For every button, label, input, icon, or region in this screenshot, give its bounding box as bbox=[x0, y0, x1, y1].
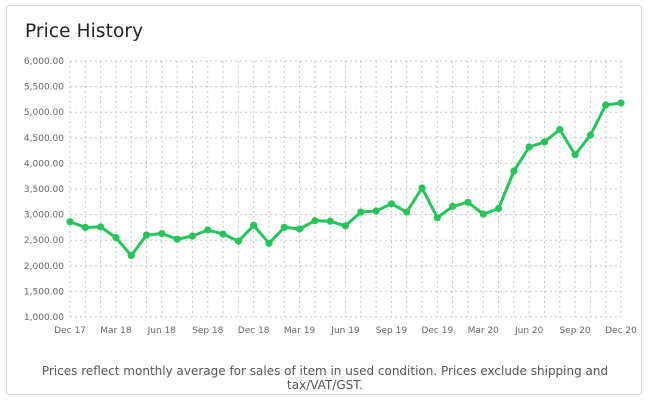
price-data-point bbox=[494, 204, 503, 213]
price-data-point bbox=[188, 232, 197, 240]
x-tick-label: Mar 19 bbox=[284, 326, 316, 336]
price-data-point bbox=[142, 231, 151, 239]
price-data-point bbox=[403, 208, 411, 216]
price-data-point bbox=[372, 207, 380, 215]
price-history-chart: 6,000.00 5,500.00 5,000.00 4,500.00 4,000.00… bbox=[24, 57, 637, 336]
x-tick-label: Jun 20 bbox=[514, 326, 544, 336]
price-data-point bbox=[418, 184, 426, 192]
price-data-point bbox=[295, 225, 304, 233]
y-tick-label: 4,500.00 bbox=[24, 134, 64, 144]
price-data-point bbox=[127, 251, 135, 260]
price-data-point bbox=[311, 217, 319, 225]
x-tick-label: Dec 20 bbox=[605, 326, 637, 336]
price-data-point bbox=[81, 223, 89, 231]
price-data-point bbox=[250, 221, 258, 229]
price-data-point bbox=[341, 222, 350, 230]
price-history-card: Price History 6,000.00 5,500.00 5,000.00 4,… bbox=[6, 5, 642, 395]
x-tick-label: Sep 18 bbox=[192, 326, 224, 336]
chart-title: Price History bbox=[25, 21, 144, 42]
price-data-point bbox=[158, 229, 166, 238]
price-data-point bbox=[280, 223, 288, 231]
y-tick-label: 2,000.00 bbox=[24, 262, 64, 272]
y-tick-label: 3,000.00 bbox=[24, 211, 64, 221]
price-data-point bbox=[464, 198, 472, 206]
price-data-point bbox=[556, 126, 564, 134]
y-tick-label: 5,000.00 bbox=[24, 108, 64, 118]
price-data-point bbox=[66, 218, 74, 226]
x-tick-label: Sep 20 bbox=[559, 326, 591, 336]
price-data-point bbox=[540, 138, 549, 146]
price-data-point bbox=[479, 210, 487, 218]
price-data-point bbox=[571, 151, 579, 159]
x-tick-label: Mar 20 bbox=[468, 326, 500, 336]
y-tick-label: 2,500.00 bbox=[24, 236, 64, 246]
price-data-point bbox=[387, 200, 396, 208]
price-data-point bbox=[525, 143, 533, 151]
y-tick-label: 6,000.00 bbox=[24, 57, 64, 67]
price-data-point bbox=[173, 235, 181, 243]
price-data-point bbox=[357, 208, 365, 216]
y-tick-label: 4,000.00 bbox=[24, 159, 64, 169]
y-tick-label: 1,500.00 bbox=[24, 287, 64, 297]
x-tick-label: Jun 19 bbox=[330, 326, 360, 336]
x-tick-label: Dec 19 bbox=[421, 326, 453, 336]
price-data-point bbox=[510, 167, 518, 175]
price-data-point bbox=[265, 239, 273, 247]
price-data-point bbox=[97, 223, 105, 231]
price-data-point bbox=[204, 226, 212, 234]
x-tick-label: Sep 19 bbox=[376, 326, 408, 336]
price-data-point bbox=[586, 131, 594, 139]
y-tick-label: 3,500.00 bbox=[24, 185, 64, 195]
price-data-point bbox=[219, 230, 227, 238]
price-data-point bbox=[617, 99, 625, 107]
price-data-point bbox=[433, 214, 441, 222]
chart-footnote: Prices reflect monthly average for sales… bbox=[41, 364, 609, 392]
price-data-point bbox=[326, 217, 334, 225]
price-data-point bbox=[112, 234, 120, 242]
x-tick-label: Mar 18 bbox=[100, 326, 132, 336]
y-tick-label: 5,500.00 bbox=[24, 83, 64, 93]
x-tick-label: Dec 18 bbox=[238, 326, 270, 336]
price-data-point bbox=[234, 237, 242, 245]
price-data-point bbox=[449, 202, 457, 211]
x-tick-label: Dec 17 bbox=[54, 326, 86, 336]
price-data-point bbox=[602, 101, 610, 109]
y-tick-label: 1,000.00 bbox=[24, 313, 64, 323]
x-tick-label: Jun 18 bbox=[147, 326, 177, 336]
